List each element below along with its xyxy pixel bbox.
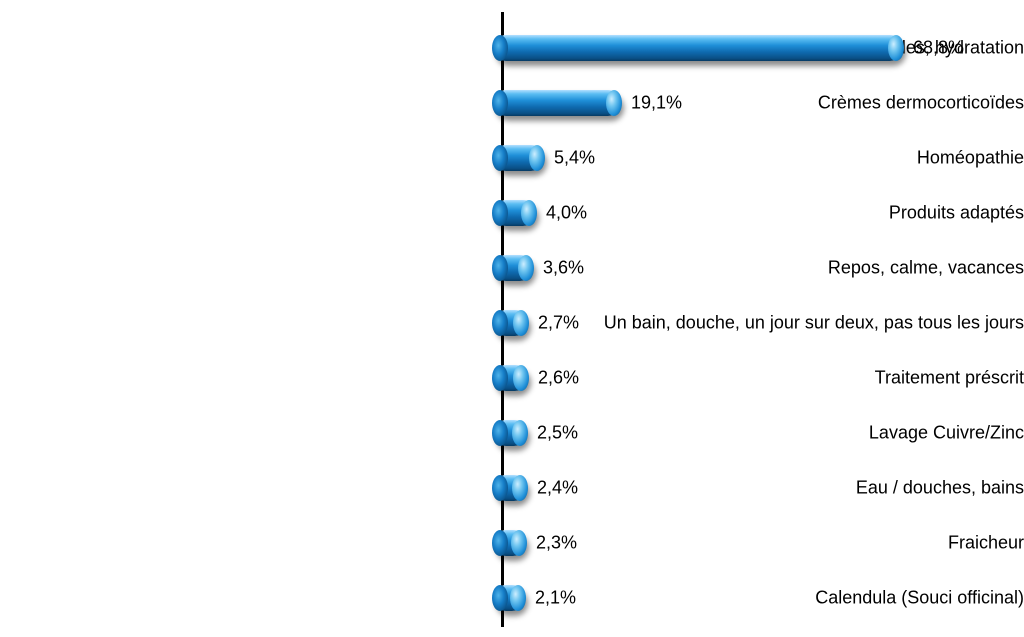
value-label: 19,1% <box>631 92 682 113</box>
bar <box>493 255 533 281</box>
category-label: Un bain, douche, un jour sur deux, pas t… <box>535 312 1024 333</box>
bar <box>493 310 528 336</box>
value-label: 2,7% <box>538 312 579 333</box>
category-label: Repos, calme, vacances <box>535 257 1024 278</box>
bar-row: Crèmes dermocorticoïdes19,1% <box>0 75 1024 130</box>
value-label: 5,4% <box>554 147 595 168</box>
bar-row: Eau / douches, bains2,4% <box>0 460 1024 515</box>
value-label: 2,3% <box>536 532 577 553</box>
bar <box>493 475 527 501</box>
value-label: 2,6% <box>538 367 579 388</box>
bar-row: Homéopathie5,4% <box>0 130 1024 185</box>
bar-row: Calendula (Souci officinal)2,1% <box>0 570 1024 625</box>
value-label: 4,0% <box>546 202 587 223</box>
category-label: Traitement préscrit <box>535 367 1024 388</box>
bar <box>493 200 536 226</box>
category-label: Produits adaptés <box>535 202 1024 223</box>
bar <box>493 35 903 61</box>
bar <box>493 145 544 171</box>
bar-row: Repos, calme, vacances3,6% <box>0 240 1024 295</box>
bar-row: Traitement préscrit2,6% <box>0 350 1024 405</box>
value-label: 2,4% <box>537 477 578 498</box>
bar-row: Fraicheur2,3% <box>0 515 1024 570</box>
bar <box>493 420 527 446</box>
category-label: Lavage Cuivre/Zinc <box>535 422 1024 443</box>
bar <box>493 365 528 391</box>
bar-row: Crèmes émollientes, pommades, hydratatio… <box>0 20 1024 75</box>
bar-chart: Crèmes émollientes, pommades, hydratatio… <box>0 0 1024 637</box>
bar-row: Un bain, douche, un jour sur deux, pas t… <box>0 295 1024 350</box>
bar <box>493 530 526 556</box>
value-label: 3,6% <box>543 257 584 278</box>
category-label: Homéopathie <box>535 147 1024 168</box>
value-label: 2,5% <box>537 422 578 443</box>
category-label: Calendula (Souci officinal) <box>535 587 1024 608</box>
bar-row: Produits adaptés4,0% <box>0 185 1024 240</box>
bar-row: Lavage Cuivre/Zinc2,5% <box>0 405 1024 460</box>
category-label: Fraicheur <box>535 532 1024 553</box>
category-label: Eau / douches, bains <box>535 477 1024 498</box>
value-label: 2,1% <box>535 587 576 608</box>
value-label: 68,8% <box>913 37 964 58</box>
bar <box>493 90 621 116</box>
bar <box>493 585 525 611</box>
